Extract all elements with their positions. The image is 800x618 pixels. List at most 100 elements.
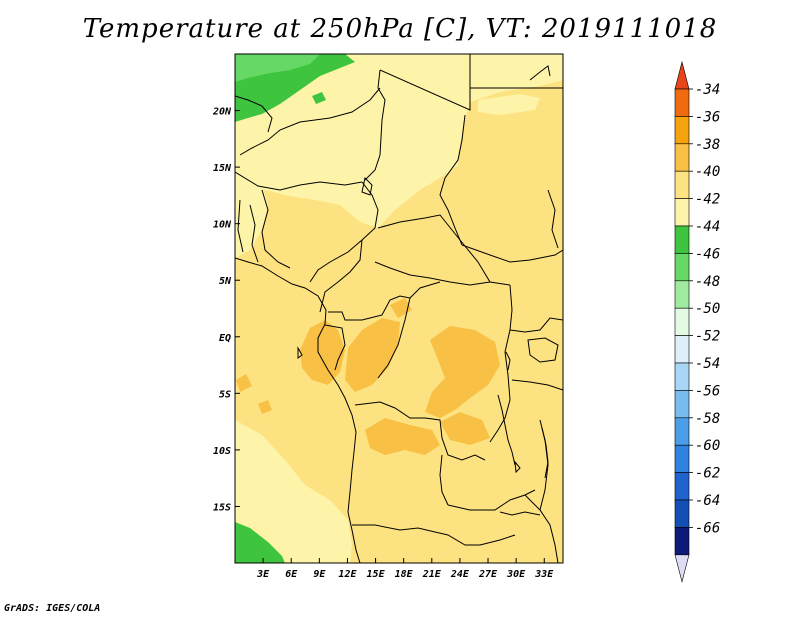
colorbar-swatch: [674, 280, 690, 309]
x-tick-label: 6E: [285, 569, 298, 580]
colorbar: -34 -36 -38 -40 -42 -44 -46 -48 -50 -52 -54 -56 -58 -…: [674, 60, 720, 583]
border-angola-zambia: [439, 454, 449, 506]
colorbar-label: -48: [695, 274, 720, 290]
y-tick-label: 15N: [213, 163, 232, 174]
colorbar-label: -38: [695, 137, 720, 153]
lake-chad: [361, 176, 373, 196]
y-tick-label: 10S: [213, 446, 231, 457]
colorbar-swatch: [674, 88, 690, 117]
border-sudan-east: [547, 189, 559, 249]
border-ghana: [237, 199, 244, 253]
colorbar-label: -46: [695, 246, 720, 262]
colorbar-swatch: [674, 143, 690, 172]
shaded-field: [235, 54, 563, 563]
colorbar-swatch: [674, 225, 690, 254]
x-tick-label: 15E: [367, 569, 386, 580]
border-cameroon: [319, 239, 363, 313]
colorbar-label: -58: [695, 411, 720, 427]
colorbar-label: -36: [695, 109, 720, 125]
border-gabon: [324, 324, 346, 371]
colorbar-label: -62: [695, 466, 720, 482]
field-green-spot: [312, 92, 326, 104]
y-tick-label: 5S: [219, 389, 231, 400]
border-congo: [328, 295, 411, 379]
field-warm-angola: [365, 418, 440, 455]
border-drc-angola: [354, 401, 486, 461]
coastlines-and-borders: [235, 54, 563, 563]
colorbar-swatch: [674, 116, 690, 145]
border-nigeria: [261, 189, 291, 269]
lake-malawi: [541, 427, 549, 479]
border-car: [377, 214, 511, 286]
colorbar-label: -54: [695, 356, 720, 372]
y-tick-label: 15S: [213, 502, 231, 513]
border-benin: [249, 204, 259, 263]
colorbar-label: -60: [695, 438, 720, 454]
y-axis: 20N 15N 10N 5N EQ 5S 10S 15S: [212, 107, 240, 513]
lake-bangweulu: [514, 460, 521, 474]
border-sahel: [235, 171, 363, 191]
x-tick-label: 9E: [313, 569, 326, 580]
colorbar-label: -66: [695, 520, 720, 536]
border-east-africa: [461, 244, 563, 263]
lake-victoria: [527, 337, 559, 363]
colorbar-label: -34: [695, 82, 720, 98]
footer-credit: GrADS: IGES/COLA: [4, 603, 101, 614]
border-mozambique: [524, 494, 559, 563]
chart-title: Temperature at 250hPa [C], VT: 201911101…: [82, 14, 718, 44]
redsea-coast: [529, 65, 551, 81]
colorbar-swatch: [674, 444, 690, 473]
plot-frame: [234, 53, 564, 564]
colorbar-swatch: [674, 170, 690, 199]
border-drc-north: [409, 281, 441, 299]
colorbar-swatch: [674, 417, 690, 446]
colorbar-top-arrow: [674, 60, 690, 90]
y-tick-label: 20N: [212, 107, 232, 118]
coast-gulf-guinea-island: [297, 346, 303, 359]
field-cold-southwest: [235, 420, 352, 563]
colorbar-label: -50: [695, 301, 720, 317]
coastline-west-africa: [235, 257, 361, 563]
border-chad-sudan: [439, 114, 466, 246]
field-lightgreen-northwest: [235, 54, 320, 82]
colorbar-swatch: [674, 499, 690, 528]
border-drc-east: [489, 284, 513, 443]
field-warm-cameroon: [300, 320, 345, 385]
border-libya-egypt: [364, 69, 386, 181]
border-uganda: [509, 317, 563, 333]
colorbar-label: -44: [695, 219, 720, 235]
x-tick-label: 33E: [534, 569, 554, 580]
x-axis: 3E 6E 9E 12E 15E 18E 21E 24E 27E 30E 33E: [256, 558, 554, 580]
colorbar-swatch: [674, 335, 690, 364]
colorbar-label: -64: [695, 493, 720, 509]
x-tick-label: 3E: [256, 569, 270, 580]
coastline-nw: [235, 95, 273, 133]
colorbar-label: -52: [695, 329, 720, 345]
colorbar-swatch: [674, 390, 690, 419]
y-tick-label: EQ: [219, 333, 231, 344]
border-egypt-sudan: [469, 87, 563, 110]
x-tick-label: 21E: [422, 569, 442, 580]
border-tanzania: [511, 379, 563, 391]
colorbar-bottom-arrow: [674, 554, 690, 583]
x-tick-label: 24E: [450, 569, 470, 580]
field-cold-pocket: [478, 94, 540, 115]
x-tick-label: 18E: [395, 569, 414, 580]
field-green-southwest: [235, 522, 285, 563]
field-warm-zambia: [440, 412, 490, 445]
border-car-south: [374, 261, 491, 286]
field-warm-congo-east: [425, 326, 500, 418]
colorbar-swatch: [674, 527, 690, 556]
colorbar-swatch: [674, 307, 690, 336]
x-tick-label: 30E: [506, 569, 526, 580]
lake-kivu: [505, 351, 511, 371]
x-tick-label: 12E: [338, 569, 357, 580]
lake-tanganyika: [497, 394, 516, 466]
colorbar-swatch: [674, 362, 690, 391]
y-tick-label: 10N: [213, 220, 232, 231]
lake-kariba: [499, 511, 541, 516]
border-namibia: [352, 524, 516, 546]
colorbar-label: -56: [695, 383, 720, 399]
border-mali-niger: [239, 87, 381, 156]
field-warm-gabon: [345, 318, 400, 392]
